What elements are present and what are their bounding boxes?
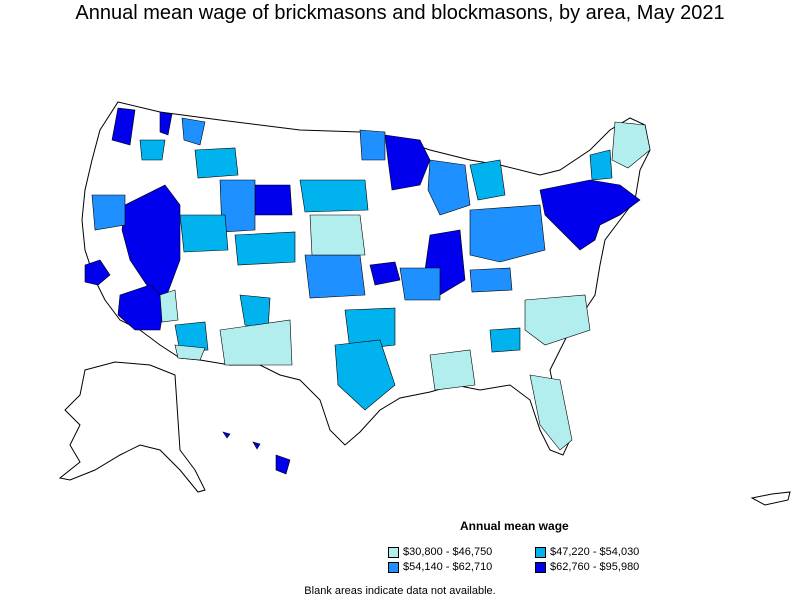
map-title: Annual mean wage of brickmasons and bloc… <box>75 2 725 24</box>
area-michigan <box>469 159 506 201</box>
legend-item-tier2: $47,220 - $54,030 <box>535 546 639 558</box>
area-arizona-south <box>174 344 206 361</box>
area-montana-west <box>181 117 206 146</box>
legend-item-tier3: $54,140 - $62,710 <box>388 561 492 573</box>
alaska-outline <box>58 361 206 493</box>
area-new-mexico-south <box>219 319 293 366</box>
area-texas-east <box>334 339 396 411</box>
tier3-regions <box>91 117 546 301</box>
puerto-rico-outline <box>750 491 791 506</box>
legend-label: $62,760 - $95,980 <box>550 561 640 573</box>
area-ohio-valley <box>469 204 546 263</box>
area-st-louis <box>369 261 401 286</box>
area-northeast <box>539 179 641 251</box>
area-washington-east <box>139 139 166 161</box>
area-bay-area <box>84 259 111 286</box>
tier2-regions <box>139 139 613 411</box>
legend-item-tier4: $62,760 - $95,980 <box>535 561 639 573</box>
legend-item-tier1: $30,800 - $46,750 <box>388 546 492 558</box>
area-idaho-south <box>194 147 239 179</box>
area-wyoming <box>254 184 293 216</box>
area-tennessee <box>469 267 513 293</box>
area-vermont <box>589 149 613 181</box>
area-hawaii-maui <box>252 441 261 450</box>
area-oregon <box>91 194 126 231</box>
area-nebraska <box>299 179 369 213</box>
area-dakota <box>359 129 386 161</box>
area-alabama <box>429 349 476 391</box>
area-maine <box>611 121 651 169</box>
area-florida <box>529 374 573 451</box>
area-carolinas <box>524 294 591 346</box>
legend-swatch <box>535 546 546 558</box>
area-wisconsin <box>427 159 471 216</box>
legend-swatch <box>388 546 399 558</box>
legend-swatch <box>535 561 546 573</box>
area-washington-north <box>111 107 136 146</box>
area-colorado-south <box>234 231 296 266</box>
legend-label: $30,800 - $46,750 <box>403 546 493 558</box>
area-hawaii-big <box>275 454 291 475</box>
area-colorado-north <box>219 179 256 233</box>
area-southern-california <box>117 284 166 331</box>
area-utah <box>179 214 229 253</box>
area-idaho-north <box>159 111 173 136</box>
tier1-regions <box>159 121 651 451</box>
area-arizona-west <box>159 289 179 323</box>
area-arizona <box>174 321 209 353</box>
legend-swatch <box>388 561 399 573</box>
area-hawaii-oahu <box>222 431 231 439</box>
area-oklahoma <box>344 307 396 351</box>
area-iowa <box>309 214 366 256</box>
area-minnesota <box>384 134 431 191</box>
area-missouri <box>399 267 441 301</box>
area-kansas <box>304 254 366 299</box>
footnote: Blank areas indicate data not available. <box>304 585 496 597</box>
legend-label: $47,220 - $54,030 <box>550 546 640 558</box>
legend-label: $54,140 - $62,710 <box>403 561 493 573</box>
area-georgia <box>489 327 521 353</box>
legend-title: Annual mean wage <box>460 519 569 533</box>
